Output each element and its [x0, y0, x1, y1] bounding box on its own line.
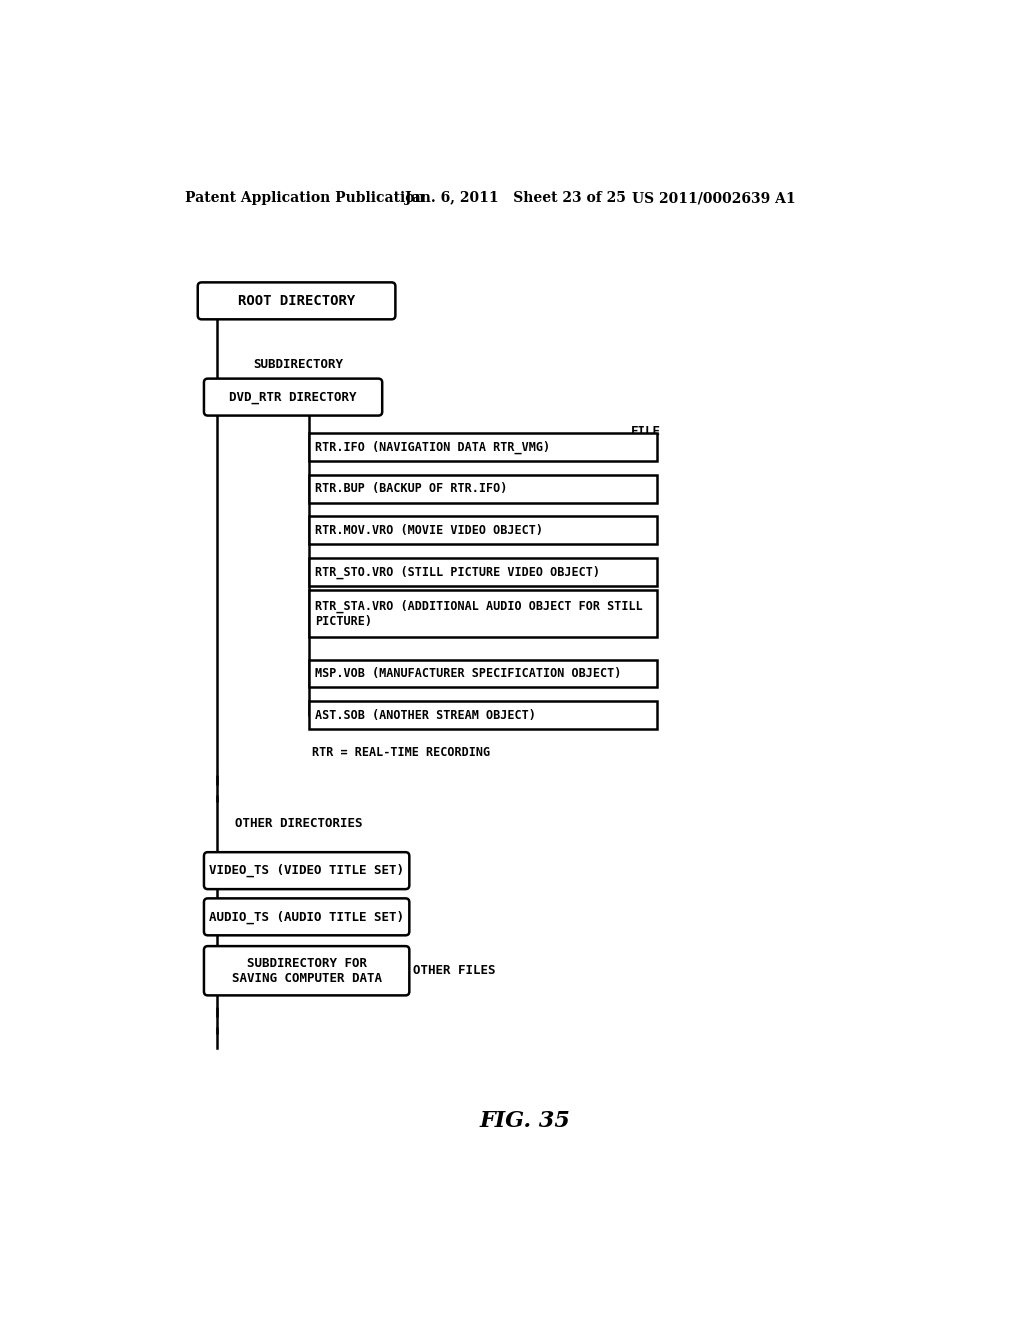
Text: RTR.MOV.VRO (MOVIE VIDEO OBJECT): RTR.MOV.VRO (MOVIE VIDEO OBJECT): [314, 524, 543, 537]
Text: OTHER FILES: OTHER FILES: [414, 964, 496, 977]
Text: RTR = REAL-TIME RECORDING: RTR = REAL-TIME RECORDING: [312, 746, 490, 759]
Text: SUBDIRECTORY: SUBDIRECTORY: [254, 358, 343, 371]
FancyBboxPatch shape: [204, 379, 382, 416]
Text: ROOT DIRECTORY: ROOT DIRECTORY: [238, 294, 355, 308]
Bar: [308, 590, 657, 636]
Text: SUBDIRECTORY FOR
SAVING COMPUTER DATA: SUBDIRECTORY FOR SAVING COMPUTER DATA: [231, 957, 382, 985]
Bar: [308, 516, 657, 544]
Text: RTR.BUP (BACKUP OF RTR.IFO): RTR.BUP (BACKUP OF RTR.IFO): [314, 482, 507, 495]
Text: Jan. 6, 2011   Sheet 23 of 25: Jan. 6, 2011 Sheet 23 of 25: [406, 191, 627, 206]
Text: Patent Application Publication: Patent Application Publication: [184, 191, 424, 206]
FancyBboxPatch shape: [204, 946, 410, 995]
Text: FIG. 35: FIG. 35: [479, 1110, 570, 1133]
Bar: [308, 475, 657, 503]
Text: RTR_STA.VRO (ADDITIONAL AUDIO OBJECT FOR STILL
PICTURE): RTR_STA.VRO (ADDITIONAL AUDIO OBJECT FOR…: [314, 599, 642, 627]
Text: US 2011/0002639 A1: US 2011/0002639 A1: [632, 191, 796, 206]
FancyBboxPatch shape: [198, 282, 395, 319]
Text: RTR_STO.VRO (STILL PICTURE VIDEO OBJECT): RTR_STO.VRO (STILL PICTURE VIDEO OBJECT): [314, 565, 600, 578]
Bar: [308, 701, 657, 729]
Bar: [308, 433, 657, 461]
Text: MSP.VOB (MANUFACTURER SPECIFICATION OBJECT): MSP.VOB (MANUFACTURER SPECIFICATION OBJE…: [314, 667, 622, 680]
FancyBboxPatch shape: [204, 853, 410, 890]
Text: FILE: FILE: [631, 425, 662, 438]
Text: RTR.IFO (NAVIGATION DATA RTR_VMG): RTR.IFO (NAVIGATION DATA RTR_VMG): [314, 441, 550, 454]
Text: AUDIO_TS (AUDIO TITLE SET): AUDIO_TS (AUDIO TITLE SET): [209, 911, 404, 924]
Text: DVD_RTR DIRECTORY: DVD_RTR DIRECTORY: [229, 391, 356, 404]
Bar: [308, 660, 657, 688]
Text: VIDEO_TS (VIDEO TITLE SET): VIDEO_TS (VIDEO TITLE SET): [209, 865, 404, 878]
Text: AST.SOB (ANOTHER STREAM OBJECT): AST.SOB (ANOTHER STREAM OBJECT): [314, 709, 536, 722]
Text: OTHER DIRECTORIES: OTHER DIRECTORIES: [234, 817, 362, 830]
Bar: [308, 558, 657, 586]
FancyBboxPatch shape: [204, 899, 410, 936]
